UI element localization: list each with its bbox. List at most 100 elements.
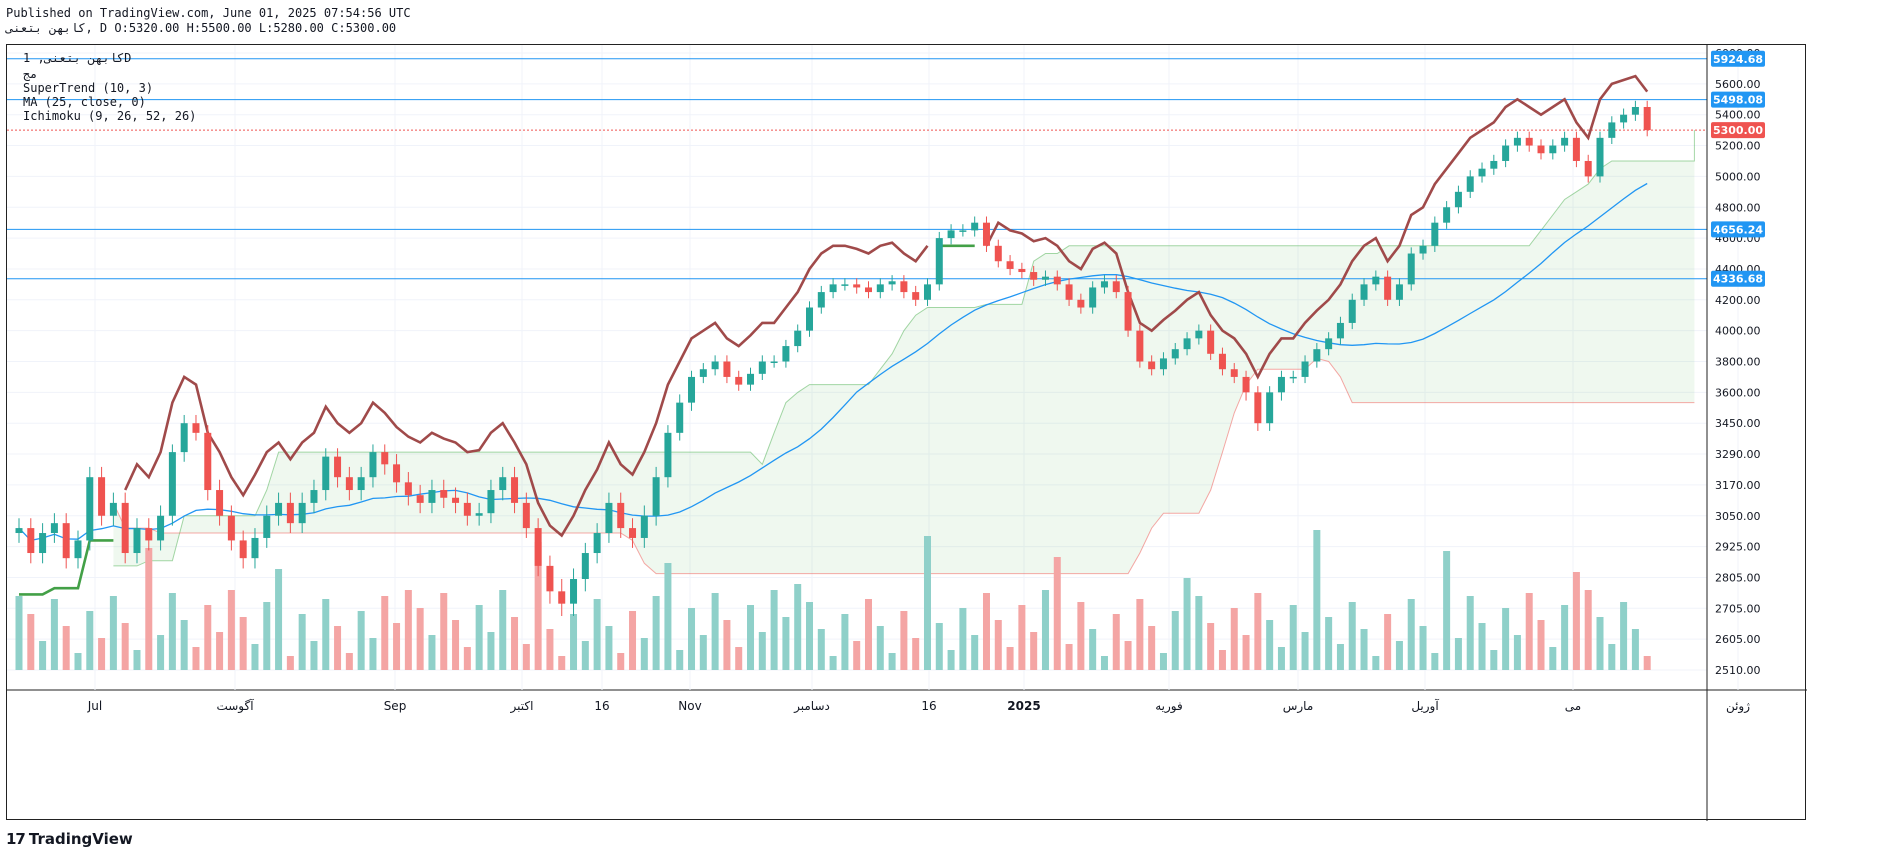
- legend-ma[interactable]: MA (25, close, 0): [23, 95, 146, 109]
- volume-bar: [912, 638, 920, 670]
- candle-body: [676, 402, 684, 433]
- candle-body: [1584, 160, 1592, 177]
- candle-body: [1443, 207, 1451, 223]
- volume-bar: [829, 656, 837, 670]
- candle: [1478, 162, 1486, 183]
- candle: [345, 466, 353, 501]
- volume-bar: [1266, 620, 1274, 670]
- chart-frame[interactable]: 6000.005600.005400.005200.005000.004800.…: [6, 44, 1807, 821]
- candle-body: [1407, 253, 1415, 285]
- volume-bar: [688, 608, 696, 670]
- candle-body: [806, 307, 814, 331]
- candle: [499, 466, 507, 501]
- volume-bar: [617, 653, 625, 670]
- time-tick-label: ژوئن: [1726, 699, 1750, 714]
- candle: [1018, 262, 1026, 279]
- volume-bar: [982, 593, 990, 670]
- candle: [1112, 275, 1120, 299]
- candle-body: [1148, 361, 1156, 370]
- candle: [1100, 275, 1108, 294]
- volume-bar: [900, 611, 908, 670]
- volume-bar: [109, 596, 117, 670]
- candle-body: [1065, 284, 1073, 300]
- candle: [688, 370, 696, 411]
- price-tick-label: 3050.00: [1715, 510, 1761, 523]
- candle-body: [1089, 287, 1097, 308]
- candle: [1277, 370, 1285, 401]
- time-tick-label: فوریه: [1155, 699, 1183, 714]
- time-tick-label: اکتبر: [510, 699, 534, 714]
- candle-body: [1100, 281, 1108, 288]
- legend-supertrend[interactable]: SuperTrend (10, 3): [23, 81, 154, 95]
- candle: [109, 492, 117, 526]
- candle: [15, 518, 23, 543]
- candle: [982, 216, 990, 252]
- volume-bar: [1372, 656, 1380, 670]
- candle: [1207, 324, 1215, 360]
- candle: [180, 414, 188, 462]
- candle-body: [1596, 137, 1604, 177]
- candle: [1431, 216, 1439, 252]
- cloud-span-b: [112, 357, 1695, 575]
- brand-name: TradingView: [28, 830, 133, 848]
- candle-body: [853, 284, 861, 288]
- candle-body: [1478, 168, 1486, 177]
- candle: [1065, 278, 1073, 306]
- candle-body: [1395, 284, 1403, 300]
- candle-body: [1620, 114, 1628, 123]
- candle-body: [216, 490, 224, 516]
- level-tag: 4656.24: [1711, 221, 1765, 238]
- legend-ichimoku[interactable]: Ichimoku (9, 26, 52, 26): [23, 109, 197, 123]
- tradingview-brand: 17 TradingView: [6, 830, 133, 848]
- volume-bar: [1620, 602, 1628, 670]
- time-tick-label: 2025: [1007, 699, 1040, 713]
- candle: [581, 542, 589, 592]
- candle-body: [275, 502, 283, 516]
- volume-bar: [133, 650, 141, 670]
- volume-bar: [664, 563, 672, 670]
- candle-body: [50, 523, 58, 534]
- candle-body: [1572, 137, 1580, 161]
- candle-body: [1525, 137, 1533, 146]
- volume-bar: [522, 644, 530, 670]
- price-tick-label: 3290.00: [1715, 448, 1761, 461]
- candle: [570, 568, 578, 617]
- volume-bar: [369, 638, 377, 670]
- candle: [298, 492, 306, 534]
- volume-bar: [1348, 602, 1356, 670]
- candle-body: [593, 533, 601, 554]
- level-tag-bg: [1711, 221, 1765, 238]
- candle: [1218, 347, 1226, 376]
- price-chart[interactable]: 6000.005600.005400.005200.005000.004800.…: [7, 45, 1807, 821]
- level-tag-label: 5924.68: [1713, 53, 1763, 66]
- candle: [1443, 201, 1451, 229]
- level-tag: 4336.68: [1711, 270, 1765, 287]
- candle: [1006, 255, 1014, 276]
- level-tag-label: 4336.68: [1713, 273, 1763, 286]
- candle-body: [452, 497, 460, 503]
- candle-body: [86, 477, 94, 541]
- candle-body: [1537, 145, 1545, 154]
- volume-bar: [1325, 617, 1333, 670]
- candle-body: [1348, 299, 1356, 323]
- volume-bar: [1065, 644, 1073, 670]
- volume-bar: [1608, 644, 1616, 670]
- volume-bar: [121, 623, 129, 670]
- candle: [1608, 116, 1616, 145]
- volume-bar: [794, 584, 802, 670]
- time-tick-label: مارس: [1283, 699, 1314, 714]
- volume-bar: [699, 635, 707, 670]
- candle-body: [1183, 338, 1191, 350]
- volume-bar: [322, 599, 330, 670]
- volume-bar: [747, 605, 755, 670]
- candle: [133, 518, 141, 564]
- candle-body: [900, 281, 908, 293]
- candle-body: [723, 361, 731, 377]
- candle: [617, 492, 625, 538]
- candle: [853, 278, 861, 294]
- time-tick-label: 16: [594, 699, 609, 713]
- candle: [1230, 363, 1238, 384]
- volume-bar: [1006, 647, 1014, 670]
- candle: [1360, 278, 1368, 306]
- candle-body: [605, 502, 613, 534]
